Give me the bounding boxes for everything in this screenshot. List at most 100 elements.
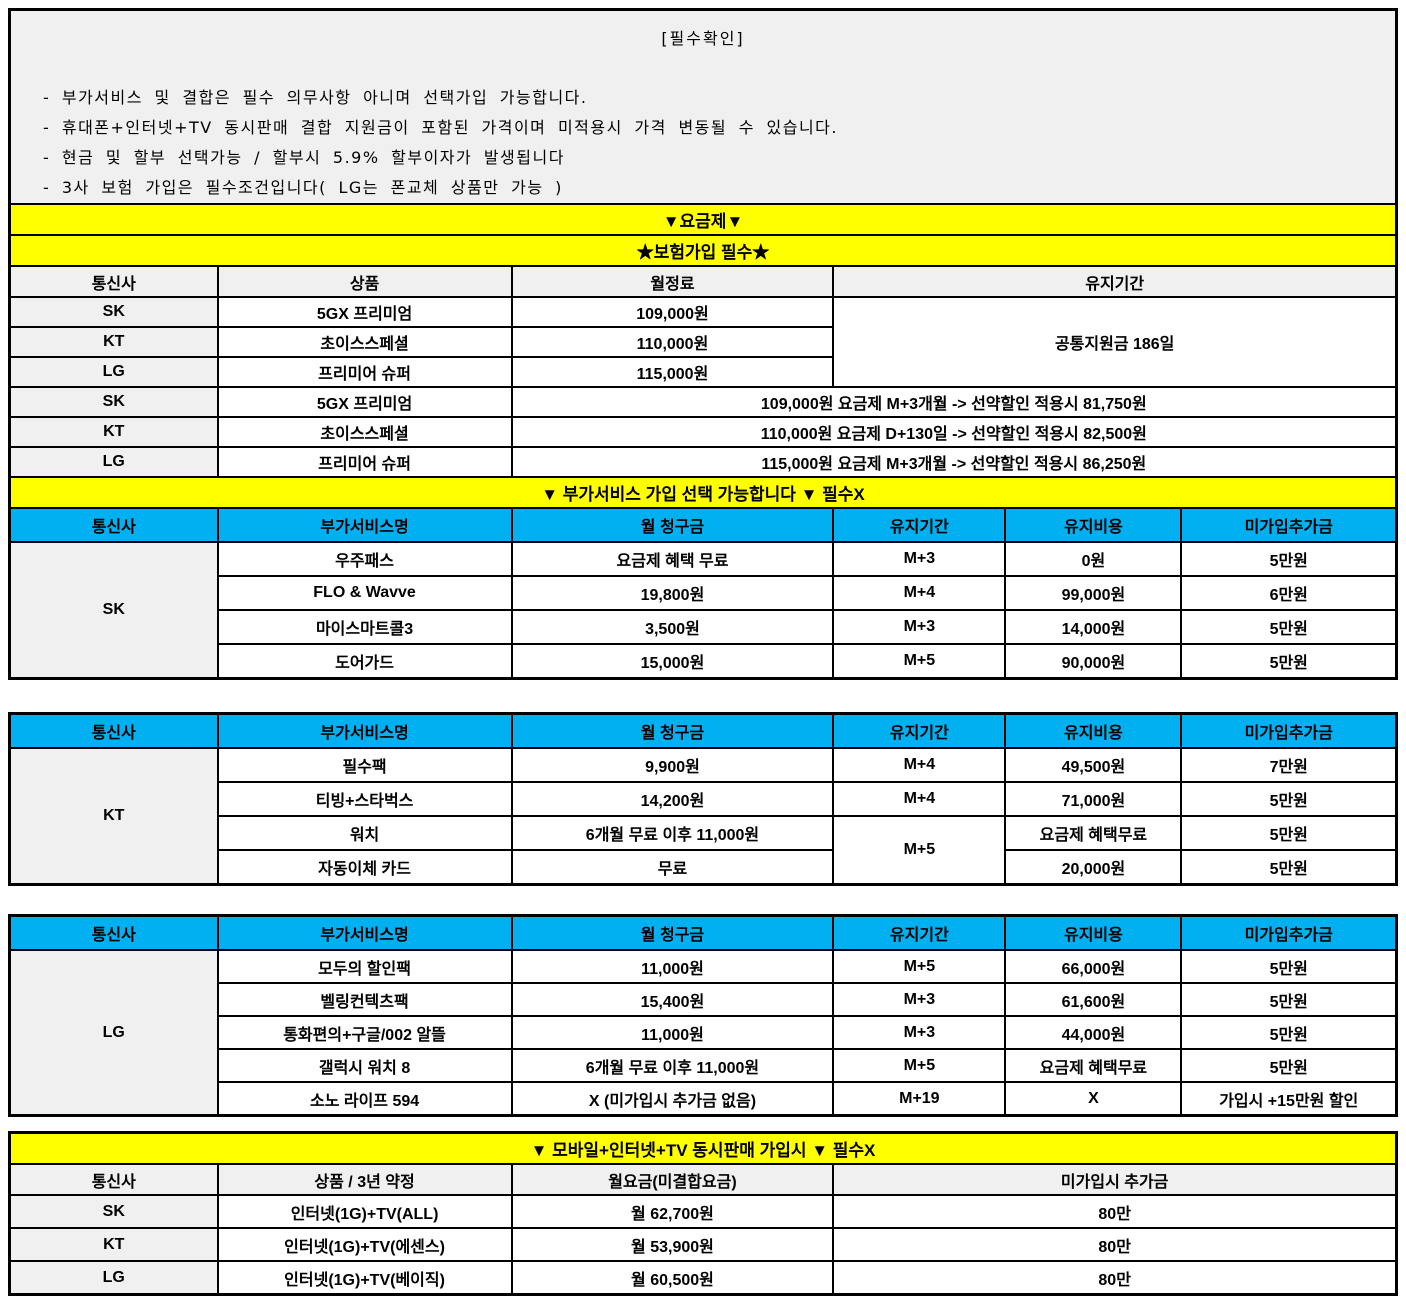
column-header-carrier: 통신사 [8,265,219,298]
no-join-fee-cell: 5만원 [1180,815,1398,851]
no-join-fee-cell: 5만원 [1180,609,1398,645]
product-cell: 초이스스페셜 [216,326,513,358]
column-header-no-join-fee: 미가입시 추가금 [832,1163,1398,1196]
table-row: 워치 6개월 무료 이후 11,000원 M+5 요금제 혜택무료 5만원 [10,815,1398,886]
keep-cost-cell: 66,000원 [1004,949,1183,984]
no-join-fee-cell: 5만원 [1180,849,1398,886]
carrier-cell: LG [8,949,219,1117]
no-join-fee-cell: 5만원 [1180,1048,1398,1083]
addon-name-cell: 도어가드 [216,643,513,680]
notes-list: - 부가서비스 및 결합은 필수 의무사항 아니며 선택가입 가능합니다. - … [43,83,1393,202]
table-row: 갤럭시 워치 8 6개월 무료 이후 11,000원 M+5 요금제 혜택무료 … [10,1048,1398,1083]
monthly-charge-cell: X (미가입시 추가금 없음) [510,1081,835,1117]
column-header-keep-period: 유지기간 [832,914,1007,951]
column-header-keep-period: 유지기간 [832,712,1007,749]
bundle-table: ▼ 모바일+인터넷+TV 동시판매 가입시 ▼ 필수X 통신사 상품 / 3년 … [8,1131,1398,1296]
addon-banner: ▼ 부가서비스 가입 선택 가능합니다 ▼ 필수X [8,476,1398,509]
keep-period-cell: M+3 [832,541,1007,577]
monthly-charge-cell: 15,400원 [510,982,835,1017]
keep-period-cell: M+3 [832,1015,1007,1050]
keep-period-cell: M+5 [832,643,1007,680]
addon-name-cell: 통화편의+구글/002 알뜰 [216,1015,513,1050]
keep-cost-cell: 44,000원 [1004,1015,1183,1050]
addon-name-cell: 소노 라이프 594 [216,1081,513,1117]
no-join-fee-cell: 5만원 [1180,982,1398,1017]
no-join-fee-cell: 6만원 [1180,575,1398,611]
no-join-fee-cell: 가입시 +15만원 할인 [1180,1081,1398,1117]
keep-cost-cell: X [1004,1081,1183,1117]
monthly-charge-cell: 11,000원 [510,1015,835,1050]
carrier-cell: SK [8,386,219,418]
monthly-charge-cell: 6개월 무료 이후 11,000원 [510,815,835,851]
column-header-keep-period: 유지기간 [832,507,1007,543]
promo-detail-cell: 109,000원 요금제 M+3개월 -> 선약할인 적용시 81,750원 [510,386,1398,418]
monthly-charge-cell: 9,900원 [510,747,835,783]
column-header-carrier: 통신사 [8,914,219,951]
monthly-charge-cell: 14,200원 [510,781,835,817]
addon-name-cell: 자동이체 카드 [216,849,513,886]
lg-addon-table: 통신사 부가서비스명 월 청구금 유지기간 유지비용 미가입추가금 LG 모두의… [8,914,1398,1117]
bundle-banner: ▼ 모바일+인터넷+TV 동시판매 가입시 ▼ 필수X [8,1131,1398,1165]
column-header-product-term: 상품 / 3년 약정 [216,1163,513,1196]
column-header-carrier: 통신사 [8,1163,219,1196]
carrier-cell: SK [8,296,219,328]
product-cell: 인터넷(1G)+TV(베이직) [216,1260,513,1296]
column-header-no-join-fee: 미가입추가금 [1180,712,1398,749]
keep-cost-cell: 61,600원 [1004,982,1183,1017]
column-header-keep-cost: 유지비용 [1004,507,1183,543]
keep-cost-cell: 99,000원 [1004,575,1183,611]
table-row: KT 초이스스페셜 110,000원 요금제 D+130일 -> 선약할인 적용… [8,416,1398,448]
table-row: LG 인터넷(1G)+TV(베이직) 월 60,500원 80만 [8,1260,1398,1296]
keep-period-cell: M+4 [832,747,1007,783]
note-line: - 3사 보험 가입은 필수조건입니다( LG는 폰교체 상품만 가능 ) [43,178,563,197]
addon-name-cell: 모두의 할인팩 [216,949,513,984]
no-join-fee-cell: 5만원 [1180,949,1398,984]
monthly-charge-cell: 무료 [510,849,835,886]
product-cell: 인터넷(1G)+TV(에센스) [216,1227,513,1262]
product-cell: 초이스스페셜 [216,416,513,448]
table-row: 티빙+스타벅스 14,200원 M+4 71,000원 5만원 [10,781,1398,817]
table-row: KT 인터넷(1G)+TV(에센스) 월 53,900원 80만 [8,1227,1398,1262]
product-cell: 프리미어 슈퍼 [216,356,513,388]
keep-period-cell: M+5 [832,949,1007,984]
product-cell: 인터넷(1G)+TV(ALL) [216,1194,513,1229]
keep-cost-cell: 14,000원 [1004,609,1183,645]
kt-addon-table: 통신사 부가서비스명 월 청구금 유지기간 유지비용 미가입추가금 KT 필수팩… [8,712,1398,886]
no-join-fee-cell: 5만원 [1180,643,1398,680]
main-block-table: [필수확인] - 부가서비스 및 결합은 필수 의무사항 아니며 선택가입 가능… [8,8,1398,680]
carrier-cell: LG [8,1260,219,1296]
no-join-fee-cell: 80만 [832,1260,1398,1296]
carrier-cell: SK [8,1194,219,1229]
table-row: SK 우주패스 요금제 혜택 무료 M+3 0원 5만원 [8,541,1398,680]
column-header-monthly-charge: 월 청구금 [510,507,835,543]
column-header-monthly-charge: 월 청구금 [510,914,835,951]
table-row: SK 5GX 프리미엄 109,000원 요금제 M+3개월 -> 선약할인 적… [8,386,1398,418]
addon-name-cell: 우주패스 [216,541,513,577]
monthly-charge-cell: 요금제 혜택 무료 [510,541,835,577]
keep-period-cell: M+3 [832,982,1007,1017]
column-header-no-join-fee: 미가입추가금 [1180,914,1398,951]
fee-cell: 115,000원 [510,356,835,388]
addon-name-cell: 갤럭시 워치 8 [216,1048,513,1083]
table-row: SK 5GX 프리미엄 109,000원 공통지원금 186일 [8,296,1398,388]
table-row: LG 모두의 할인팩 11,000원 M+5 66,000원 5만원 [8,949,1398,1117]
keep-cost-cell: 요금제 혜택무료 [1004,815,1183,851]
no-join-fee-cell: 80만 [832,1227,1398,1262]
addon-name-cell: 워치 [216,815,513,851]
no-join-fee-cell: 7만원 [1180,747,1398,783]
monthly-charge-cell: 11,000원 [510,949,835,984]
addon-name-cell: 마이스마트콜3 [216,609,513,645]
table-row: 통화편의+구글/002 알뜰 11,000원 M+3 44,000원 5만원 [10,1015,1398,1050]
table-row: 자동이체 카드 무료 20,000원 5만원 [10,849,1398,886]
column-header-no-join-fee: 미가입추가금 [1180,507,1398,543]
table-row: 소노 라이프 594 X (미가입시 추가금 없음) M+19 X 가입시 +1… [10,1081,1398,1117]
keep-period-cell: M+5 [832,1048,1007,1083]
common-support-cell: 공통지원금 186일 [832,296,1398,388]
no-join-fee-cell: 5만원 [1180,781,1398,817]
keep-period-cell: M+3 [832,609,1007,645]
monthly-charge-cell: 6개월 무료 이후 11,000원 [510,1048,835,1083]
carrier-cell: LG [8,356,219,388]
column-header-keep-cost: 유지비용 [1004,914,1183,951]
keep-cost-cell: 20,000원 [1004,849,1183,886]
product-cell: 프리미어 슈퍼 [216,446,513,478]
